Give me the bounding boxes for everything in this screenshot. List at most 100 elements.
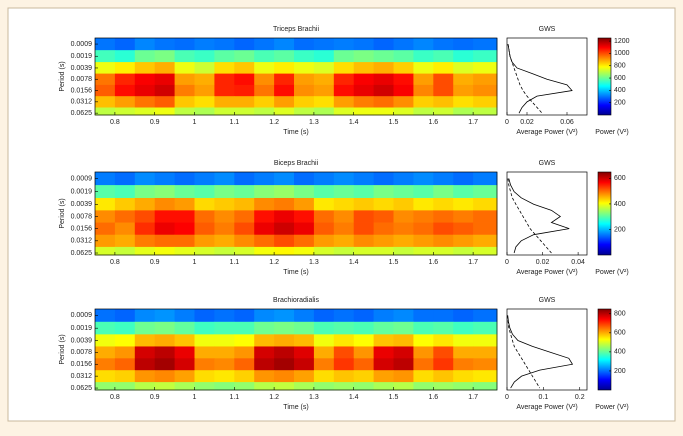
heatmap-cell <box>413 346 434 359</box>
heatmap-cell <box>353 84 375 97</box>
heatmap-cell <box>433 346 454 359</box>
x-tick-label: 0 <box>505 394 509 401</box>
heatmap-cell <box>353 334 375 347</box>
heatmap-cell <box>154 84 176 97</box>
heatmap-cell <box>154 107 176 116</box>
heatmap-cell <box>194 38 215 51</box>
x-tick-label: 1.6 <box>428 119 438 126</box>
heatmap-cell <box>254 172 275 186</box>
heatmap-cell <box>95 96 116 108</box>
heatmap-cell <box>473 309 498 323</box>
heatmap-cell <box>294 346 315 359</box>
heatmap-cell <box>353 197 375 211</box>
heatmap-cell <box>413 358 434 371</box>
heatmap-cell <box>154 73 176 86</box>
heatmap-cell <box>433 210 454 223</box>
heatmap-cell <box>274 210 295 223</box>
heatmap-cell <box>313 62 335 75</box>
heatmap-cell <box>413 321 434 335</box>
heatmap-cell <box>433 358 454 371</box>
heatmap-cell <box>174 234 195 248</box>
heatmap-cell <box>393 107 414 116</box>
x-tick-label: 1.5 <box>389 394 399 401</box>
heatmap-cell <box>393 38 414 51</box>
colorbar <box>597 171 612 256</box>
heatmap-cell <box>433 222 454 236</box>
heatmap-cell <box>274 321 295 335</box>
heatmap-cell <box>413 107 434 116</box>
heatmap-cell <box>274 96 295 108</box>
heatmap-cell <box>134 210 156 223</box>
y-tick-label: 0.0312 <box>71 373 93 380</box>
heatmap-cell <box>413 370 434 383</box>
heatmap-cell <box>313 382 335 391</box>
heatmap-cell <box>453 321 474 335</box>
heatmap-cell <box>134 73 156 86</box>
colorbar-label: Power (V²) <box>595 269 628 276</box>
heatmap-cell <box>433 107 454 116</box>
heatmap-cell <box>194 73 215 86</box>
heatmap-cell <box>174 382 195 391</box>
heatmap-cell <box>174 38 195 51</box>
heatmap-cell <box>393 246 414 256</box>
heatmap-cell <box>95 246 116 256</box>
heatmap-cell <box>174 346 195 359</box>
y-axis-label: Period (s) <box>59 198 66 228</box>
heatmap-cell <box>114 107 136 116</box>
heatmap-cell <box>95 84 116 97</box>
heatmap-cell <box>353 172 375 186</box>
heatmap-cell <box>154 309 176 323</box>
heatmap-cell <box>373 309 394 323</box>
heatmap-cell <box>453 96 474 108</box>
heatmap-cell <box>453 107 474 116</box>
heatmap-cell <box>194 358 215 371</box>
gws-frame <box>506 308 588 391</box>
heatmap-cell <box>114 96 136 108</box>
heatmap-cell <box>114 370 136 383</box>
heatmap-cell <box>174 50 195 63</box>
y-tick-label: 0.0039 <box>71 337 93 344</box>
y-tick-label: 0.0009 <box>71 312 93 319</box>
x-tick-label: 1.5 <box>389 259 399 266</box>
x-tick-label: 0.9 <box>150 119 160 126</box>
heatmap-cell <box>95 321 116 335</box>
heatmap-cell <box>373 222 394 236</box>
heatmap-cell <box>214 334 235 347</box>
heatmap-cell <box>413 382 434 391</box>
heatmap-cell <box>373 382 394 391</box>
heatmap-cell <box>373 197 394 211</box>
heatmap-cell <box>234 172 255 186</box>
heatmap-cell <box>433 96 454 108</box>
colorbar-tick-label: 1200 <box>614 38 630 45</box>
heatmap-cell <box>194 210 215 223</box>
heatmap-cell <box>453 309 474 323</box>
heatmap-cell <box>154 185 176 199</box>
heatmap-cell <box>333 172 355 186</box>
gws-title: GWS <box>539 26 556 33</box>
colorbar-tick-label: 800 <box>614 63 626 70</box>
heatmap-cell <box>433 172 454 186</box>
heatmap-cell <box>373 50 394 63</box>
heatmap-cell <box>254 222 275 236</box>
colorbar-tick-label: 200 <box>614 368 626 375</box>
heatmap-cell <box>393 210 414 223</box>
heatmap-cell <box>294 234 315 248</box>
heatmap-cell <box>174 321 195 335</box>
x-axis-label: Average Power (V²) <box>516 404 577 411</box>
x-tick-label: 1.2 <box>269 119 279 126</box>
colorbar-tick-label: 800 <box>614 311 626 318</box>
heatmap-cell <box>114 346 136 359</box>
heatmap-cell <box>234 84 255 97</box>
heatmap-cell <box>114 62 136 75</box>
heatmap-cell <box>294 370 315 383</box>
y-tick-label: 0.0156 <box>71 225 93 232</box>
panel-title: Triceps Brachii <box>273 26 319 33</box>
heatmap-cell <box>433 38 454 51</box>
heatmap-cell <box>214 358 235 371</box>
heatmap-cell <box>134 370 156 383</box>
colorbar-tick-label: 400 <box>614 201 626 208</box>
heatmap-cell <box>353 73 375 86</box>
heatmap-cell <box>413 172 434 186</box>
heatmap-cell <box>194 84 215 97</box>
